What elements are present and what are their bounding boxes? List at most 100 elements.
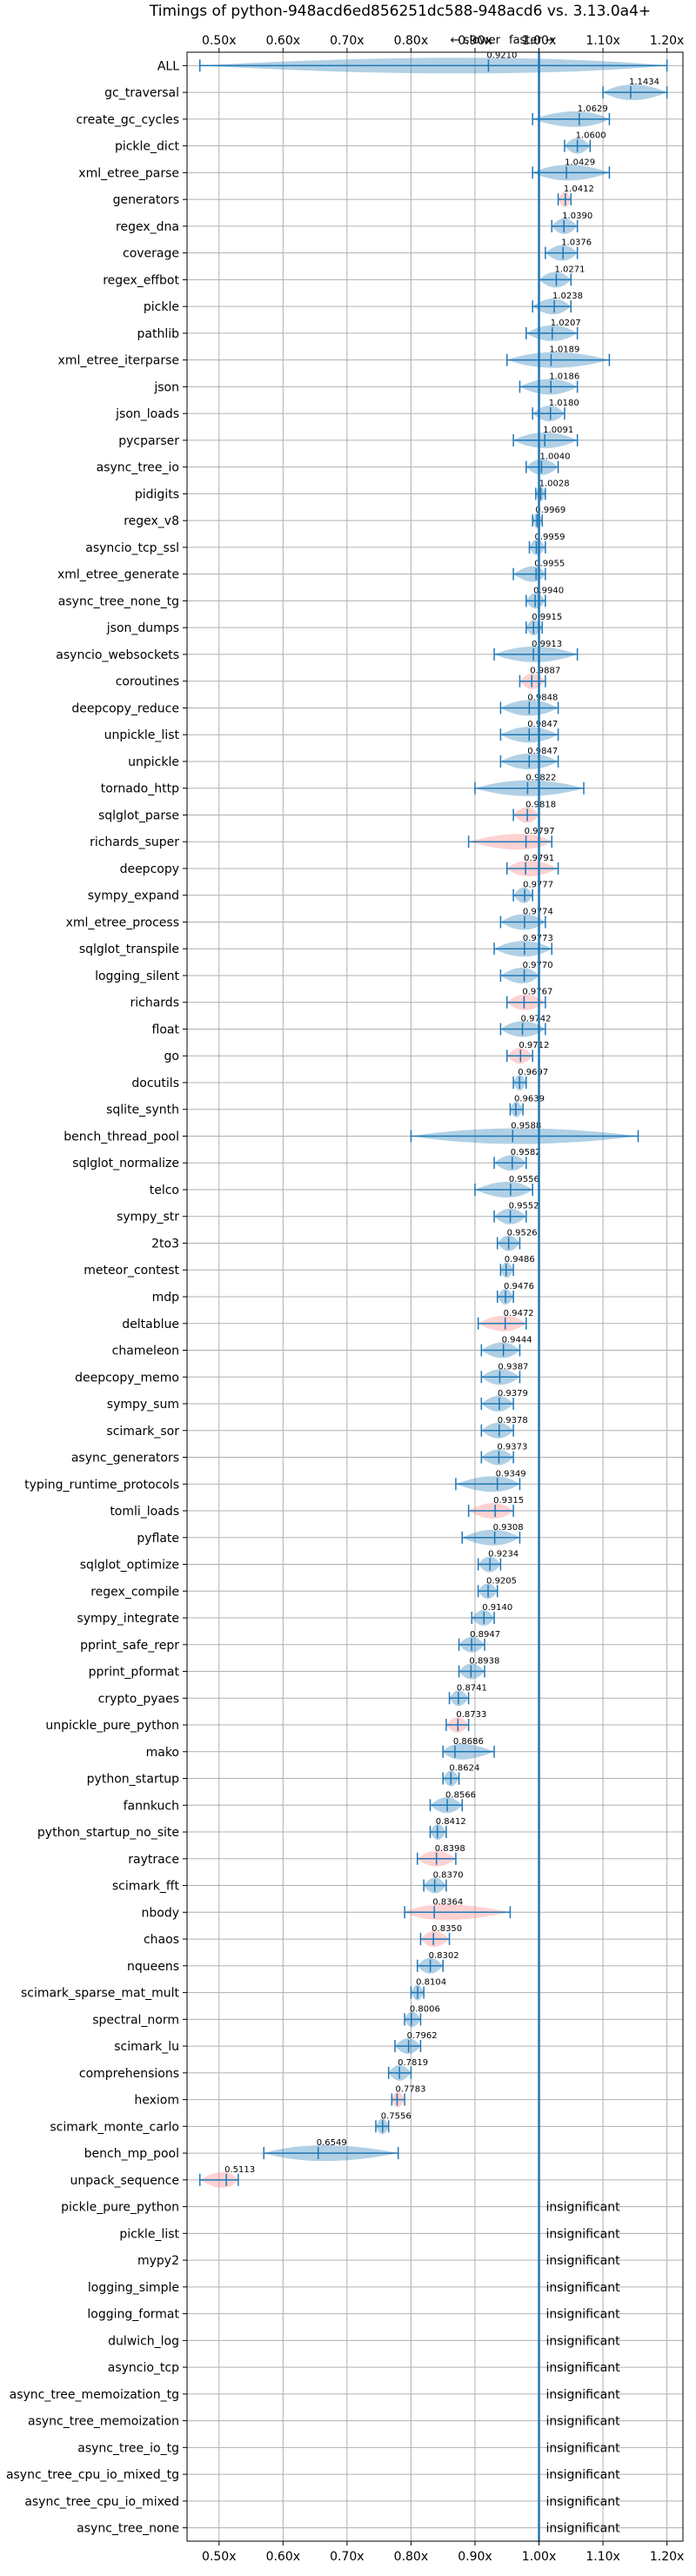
benchmark-label: async_tree_io [97,461,179,475]
insignificant-label: insignificant [546,2201,621,2215]
value-label: 0.9697 [518,1068,548,1077]
benchmark-label: python_startup_no_site [37,1826,179,1840]
benchmark-row: async_tree_io 1.0040 [97,453,683,475]
benchmark-label: raytrace [128,1853,179,1867]
value-label: 0.9959 [535,533,566,542]
insignificant-label: insignificant [546,2361,621,2375]
value-label: 0.8566 [445,1790,476,1800]
x-tick-label-bottom: 0.50x [202,2550,236,2564]
benchmark-row: pidigits 1.0028 [135,479,683,502]
benchmark-row: raytrace 0.8398 [128,1844,683,1867]
benchmark-row: dulwich_log insignificant [108,2334,683,2348]
benchmark-row: async_tree_io_tg insignificant [77,2441,683,2455]
benchmark-label: gc_traversal [104,86,179,100]
benchmark-row: regex_v8 0.9969 [124,506,683,529]
value-label: 1.0028 [539,479,570,488]
value-label: 0.8104 [416,1978,446,1988]
benchmark-label: tomli_loads [110,1505,179,1519]
value-label: 1.0238 [552,292,583,301]
benchmark-label: sympy_sum [107,1398,179,1412]
benchmark-label: chameleon [112,1345,179,1358]
benchmark-label: pickle_pure_python [61,2201,179,2215]
benchmark-label: fannkuch [124,1799,179,1813]
benchmark-label: regex_v8 [124,514,179,528]
benchmark-label: logging_silent [95,969,179,983]
benchmark-label: mdp [152,1291,180,1305]
benchmark-row: deepcopy_memo 0.9387 [75,1362,683,1385]
value-label: 0.9472 [504,1309,534,1318]
value-label: 0.7783 [395,2085,425,2095]
chart-title: Timings of python-948acd6ed856251dc588-9… [149,3,651,20]
benchmark-row: async_tree_none insignificant [77,2522,683,2536]
benchmark-label: logging_simple [88,2281,179,2295]
benchmark-row: logging_simple insignificant [88,2281,683,2295]
benchmark-row: unpickle_pure_python 0.8733 [45,1710,683,1734]
benchmark-row: mypy2 insignificant [137,2254,683,2268]
benchmark-row: fannkuch 0.8566 [124,1790,683,1814]
benchmark-label: scimark_sparse_mat_mult [21,1987,179,2001]
benchmark-label: generators [113,193,179,207]
value-label: 1.0091 [543,426,573,435]
benchmark-row: sympy_expand0.9777 [88,881,683,903]
benchmark-row: scimark_fft 0.8370 [112,1871,683,1894]
benchmark-row: sympy_str 0.9552 [117,1202,683,1224]
benchmark-label: asyncio_websockets [56,648,179,662]
benchmark-row: regex_compile 0.9205 [90,1576,683,1600]
value-label: 0.9639 [514,1095,545,1104]
benchmark-row: asyncio_tcp_ssl 0.9959 [85,533,683,555]
benchmark-label: async_tree_io_tg [77,2441,179,2455]
value-label: 0.9378 [498,1416,528,1426]
value-label: 1.0186 [549,372,579,381]
benchmark-row: bench_thread_pool 0.9588 [64,1121,683,1144]
benchmark-row: richards_super0.9797 [90,827,683,850]
benchmark-row: deepcopy0.9791 [120,854,683,876]
value-label: 1.0189 [549,345,579,355]
value-label: 0.5113 [224,2165,255,2175]
benchmark-row: chameleon 0.9444 [112,1336,683,1358]
value-label: 1.0271 [554,265,585,274]
benchmark-row: sympy_sum 0.9379 [107,1389,683,1412]
benchmark-label: sqlglot_optimize [80,1559,179,1573]
benchmark-row: async_tree_cpu_io_mixed_tg insignificant [6,2468,683,2482]
benchmark-row: pprint_safe_repr 0.8947 [80,1630,683,1653]
benchmark-label: xml_etree_generate [57,568,179,582]
benchmark-row: sympy_integrate 0.9140 [77,1603,683,1627]
plot-frame [186,51,684,2542]
x-tick-label-top: 0.50x [202,34,236,48]
benchmark-label: spectral_norm [92,2013,179,2027]
benchmark-row: hexiom 0.7783 [134,2085,683,2108]
value-label: 0.9308 [493,1523,524,1533]
insignificant-label: insignificant [546,2388,621,2402]
benchmark-label: scimark_lu [114,2040,179,2054]
value-label: 0.9742 [521,1014,552,1023]
benchmark-row: python_startup 0.8624 [87,1764,683,1787]
value-label: 0.8686 [453,1737,484,1747]
x-tick-label-bottom: 0.90x [458,2550,492,2564]
benchmark-label: go [164,1050,179,1063]
benchmark-row: logging_format insignificant [87,2308,683,2322]
benchmark-row: scimark_sor 0.9378 [106,1416,683,1439]
value-label: 0.6549 [317,2138,347,2148]
benchmark-row: scimark_lu 0.7962 [114,2031,683,2055]
value-label: 0.9556 [509,1175,539,1184]
benchmark-row: json_loads 1.0180 [115,399,683,422]
benchmark-row: go 0.9712 [164,1041,683,1064]
benchmark-row: generators 1.0412 [113,184,683,208]
benchmark-label: scimark_monte_carlo [50,2120,179,2134]
benchmark-label: comprehensions [79,2067,179,2081]
x-tick-label-top: 0.90x [458,34,492,48]
value-label: 0.8741 [457,1683,487,1693]
benchmark-label: logging_format [87,2308,179,2322]
benchmark-label: tornado_http [101,782,179,796]
benchmark-label: json_loads [115,407,179,421]
benchmark-label: deepcopy_memo [75,1371,179,1385]
benchmark-label: unpickle_pure_python [45,1719,179,1733]
value-label: 0.8302 [429,1951,459,1961]
insignificant-label: insignificant [546,2415,621,2429]
benchmark-row: sqlglot_parse 0.9818 [98,800,683,823]
benchmark-label: pickle_list [119,2227,179,2241]
benchmark-label: telco [150,1184,179,1197]
value-label: 1.0207 [551,319,581,328]
value-label: 0.9379 [498,1389,528,1399]
benchmark-row: bench_mp_pool 0.6549 [84,2138,683,2162]
